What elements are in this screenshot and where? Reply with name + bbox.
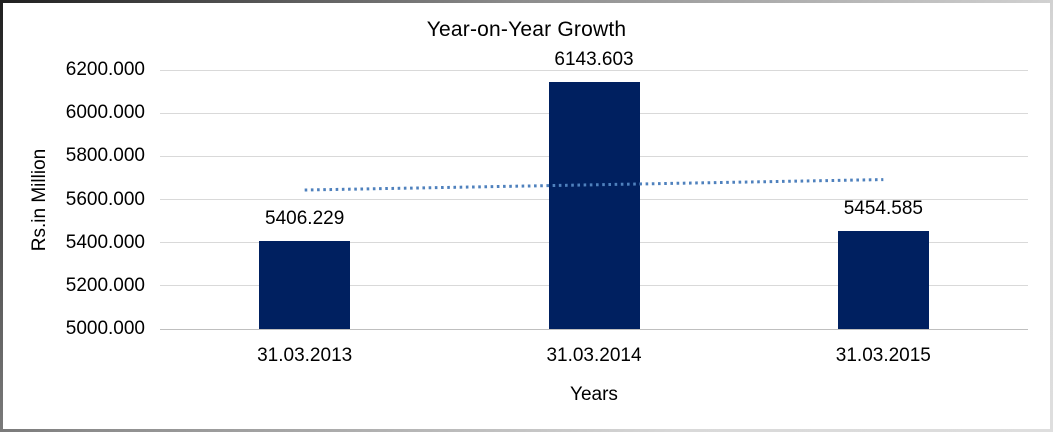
x-tick-label: 31.03.2013 xyxy=(257,345,353,366)
plot-area: 5406.229 6143.603 5454.585 xyxy=(160,49,1028,330)
gridline xyxy=(160,69,1028,71)
chart-title: Year-on-Year Growth xyxy=(426,18,627,41)
y-tick-label: 5800.000 xyxy=(65,145,145,167)
y-tick-label: 6200.000 xyxy=(65,59,145,80)
y-tick-label: 5000.000 xyxy=(65,318,145,339)
bar xyxy=(837,230,929,329)
bar xyxy=(548,82,640,329)
bar-value-label: 5406.229 xyxy=(265,208,345,230)
y-tick-label: 5200.000 xyxy=(65,274,145,296)
x-tick-label: 31.03.2014 xyxy=(546,345,642,366)
y-tick-label: 5400.000 xyxy=(65,231,145,253)
trendline xyxy=(304,178,884,192)
y-tick-label: 6000.000 xyxy=(65,102,145,124)
chart-area: Year-on-Year Growth Rs.in Million 5000.0… xyxy=(3,3,1050,429)
y-tick-label: 5600.000 xyxy=(65,188,145,210)
bar-value-label: 6143.603 xyxy=(554,49,634,71)
bar xyxy=(259,241,351,329)
x-axis-line xyxy=(160,328,1028,330)
bar-value-label: 5454.585 xyxy=(843,197,923,219)
x-tick-label: 31.03.2015 xyxy=(835,345,931,366)
x-axis-title: Years xyxy=(570,384,618,405)
